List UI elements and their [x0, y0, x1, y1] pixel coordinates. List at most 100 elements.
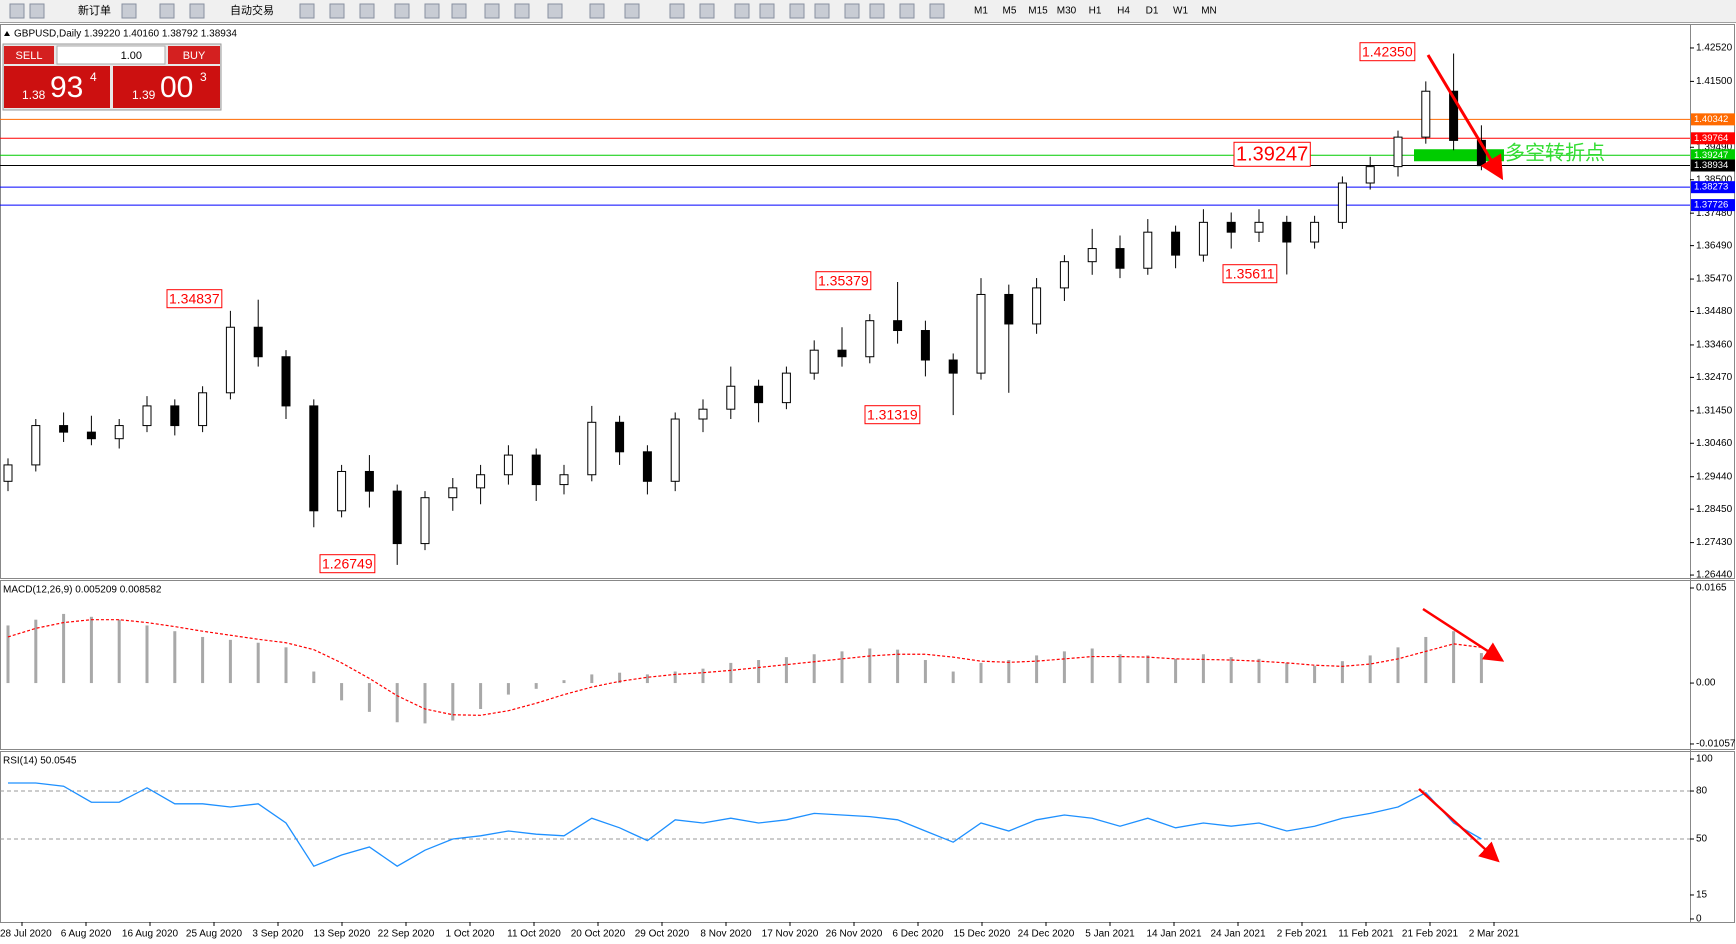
macd-bar [173, 631, 177, 684]
toolbar-icon[interactable] [844, 3, 860, 19]
macd-bar [1007, 660, 1011, 684]
candle-body [1226, 221, 1236, 233]
annotation-box [815, 271, 872, 291]
toolbar-icon[interactable] [734, 3, 750, 19]
rsi-panel [0, 751, 1735, 923]
timeframe-button[interactable]: M5 [1003, 6, 1017, 17]
candle-body [448, 487, 458, 499]
price-annotation: 1.31319 [867, 407, 918, 423]
macd-bar [1368, 655, 1372, 684]
price-line-tag [1691, 113, 1735, 126]
macd-bar [923, 660, 927, 684]
toolbar-icon[interactable] [189, 3, 205, 19]
candle-body [392, 490, 402, 545]
x-tick-label: 24 Jan 2021 [1210, 929, 1265, 940]
toolbar-icon[interactable] [624, 3, 640, 19]
macd-bar [1090, 648, 1094, 684]
timeframe-button[interactable]: M30 [1057, 6, 1077, 17]
y-tick-label: 1.31450 [1696, 405, 1733, 416]
toolbar-button[interactable]: 自动交易 [230, 3, 274, 17]
toolbar-icon[interactable] [121, 3, 137, 19]
x-tick-label: 29 Oct 2020 [635, 929, 690, 940]
ask-box[interactable] [113, 66, 220, 108]
candle-body [114, 425, 124, 440]
toolbar-icon[interactable] [9, 3, 25, 19]
signal-line [7, 619, 1482, 716]
toolbar-icon[interactable] [451, 3, 467, 19]
toolbar-icon[interactable] [547, 3, 563, 19]
candle-body [420, 497, 430, 545]
timeframe-button[interactable]: D1 [1146, 6, 1159, 17]
rsi-title: RSI(14) 50.0545 [3, 756, 77, 767]
toolbar-icon[interactable] [159, 3, 175, 19]
macd-bar [117, 619, 121, 684]
toolbar-icon[interactable] [869, 3, 885, 19]
price-annotation: 1.35611 [1225, 266, 1275, 282]
y-tick-label: 1.37480 [1696, 208, 1733, 219]
price-line-tag [1691, 199, 1735, 212]
price-line-tag [1691, 181, 1735, 194]
candle-body [31, 425, 41, 466]
toolbar-icon[interactable] [789, 3, 805, 19]
toolbar-icon[interactable] [514, 3, 530, 19]
timeframe-button[interactable]: W1 [1173, 6, 1188, 17]
macd-bar [562, 680, 566, 684]
x-tick-label: 15 Dec 2020 [954, 929, 1011, 940]
toolbar-icon[interactable] [699, 3, 715, 19]
macd-bar [340, 683, 344, 701]
macd-bar [618, 672, 622, 684]
x-tick-label: 11 Feb 2021 [1338, 929, 1394, 940]
candle-body [1004, 293, 1014, 325]
x-tick-label: 6 Dec 2020 [892, 929, 944, 940]
toolbar-icon[interactable] [29, 3, 45, 19]
candle-body [253, 326, 263, 358]
toolbar-icon[interactable] [359, 3, 375, 19]
candle-body [976, 293, 986, 374]
toolbar-icon[interactable] [669, 3, 685, 19]
macd-bar [701, 668, 705, 684]
x-tick-label: 5 Jan 2021 [1085, 929, 1135, 940]
price-line-label: 1.39247 [1694, 150, 1728, 161]
toolbar-icon[interactable] [929, 3, 945, 19]
x-tick-label: 14 Jan 2021 [1146, 929, 1201, 940]
macd-bar [506, 683, 510, 695]
x-tick-label: 2 Mar 2021 [1469, 929, 1520, 940]
candle-body [615, 421, 625, 453]
timeframe-button[interactable]: H1 [1089, 6, 1102, 17]
candle-body [1087, 248, 1097, 263]
x-tick-label: 6 Aug 2020 [61, 929, 112, 940]
lots-input[interactable] [56, 45, 166, 65]
macd-bar [1229, 657, 1233, 684]
timeframe-button[interactable]: M1 [974, 6, 988, 17]
timeframe-button[interactable]: MN [1201, 6, 1217, 17]
y-tick-label: 1.42520 [1696, 43, 1733, 54]
candle-body [1198, 221, 1208, 256]
toolbar-button[interactable]: 新订单 [78, 3, 111, 17]
y-tick-label: 80 [1696, 786, 1708, 797]
toolbar-icon[interactable] [814, 3, 830, 19]
sell-button[interactable] [4, 46, 54, 64]
toolbar-icon[interactable] [424, 3, 440, 19]
collapse-icon [4, 31, 10, 36]
timeframe-button[interactable]: M15 [1028, 6, 1048, 17]
toolbar-icon[interactable] [299, 3, 315, 19]
macd-bar [145, 625, 149, 684]
toolbar-icon[interactable] [394, 3, 410, 19]
buy-button[interactable] [168, 46, 220, 64]
macd-bar [1201, 654, 1205, 684]
toolbar-icon[interactable] [484, 3, 500, 19]
candle-body [1365, 166, 1375, 184]
timeframe-button[interactable]: H4 [1117, 6, 1130, 17]
y-tick-label: 1.38500 [1696, 174, 1733, 185]
macd-bar [89, 616, 93, 684]
toolbar-icon[interactable] [759, 3, 775, 19]
toolbar-icon[interactable] [329, 3, 345, 19]
macd-bar [1479, 653, 1483, 684]
toolbar-icon[interactable] [589, 3, 605, 19]
bid-box[interactable] [4, 66, 110, 108]
y-tick-label: 1.30460 [1696, 438, 1733, 449]
x-tick-label: 11 Oct 2020 [507, 929, 561, 940]
toolbar-icon[interactable] [899, 3, 915, 19]
